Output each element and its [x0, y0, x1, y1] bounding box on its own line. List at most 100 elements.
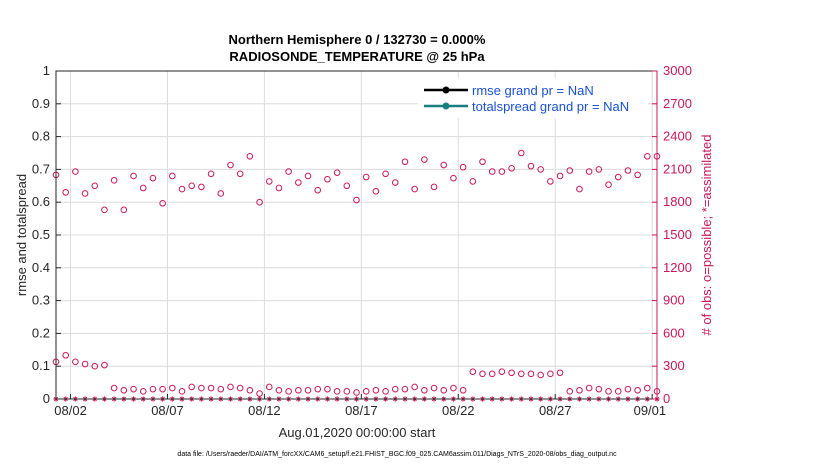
obs-possible-point	[585, 168, 593, 175]
obs-possible-point	[595, 385, 603, 393]
obs-possible-point	[372, 386, 380, 394]
obs-possible-point	[246, 152, 254, 160]
obs-possible-point	[314, 186, 322, 194]
obs-possible-point	[547, 178, 554, 185]
x-tick-label: 08/27	[539, 403, 572, 418]
legend-totalspread-label: totalspread grand pr = NaN	[472, 99, 629, 114]
obs-possible-point	[81, 360, 89, 368]
obs-possible-point	[401, 158, 409, 166]
obs-possible-point	[421, 386, 428, 394]
obs-possible-point	[314, 385, 322, 393]
x-axis-label: Aug.01,2020 00:00:00 start	[279, 425, 436, 440]
x-axis-ticks: 08/02 08/07 08/12 08/17 08/22 08/27 09/01	[54, 394, 666, 418]
legend-box	[418, 78, 648, 118]
y-left-tick-label: 1	[43, 63, 50, 78]
y-axis-right-ticks: 0 300 600 900 1200 1500 1800 2100 2400 2700 3000	[652, 63, 692, 406]
obs-possible-point	[614, 388, 622, 395]
obs-possible-point	[72, 168, 79, 175]
y-left-tick-label: 0.3	[32, 293, 50, 308]
obs-possible-point	[634, 171, 641, 179]
obs-possible-point	[517, 370, 525, 378]
chart-title: Northern Hemisphere 0 / 132730 = 0.000%	[229, 32, 486, 47]
obs-possible-point	[372, 187, 380, 195]
obs-possible-point	[275, 184, 283, 192]
obs-possible-point	[62, 189, 69, 196]
y-right-tick-label: 3000	[663, 63, 692, 78]
obs-possible-point	[498, 368, 506, 375]
obs-possible-point	[382, 388, 389, 395]
obs-possible-point	[362, 173, 370, 181]
obs-possible-point	[421, 156, 428, 163]
obs-possible-point	[324, 175, 331, 183]
obs-possible-point	[324, 385, 331, 393]
obs-possible-point	[644, 152, 651, 160]
obs-possible-point	[149, 174, 157, 182]
obs-possible-point	[353, 389, 360, 396]
grid-lines	[56, 71, 657, 399]
obs-possible-point	[246, 386, 254, 394]
y-axis-right-label: # of obs: o=possible; *=assimilated	[699, 135, 714, 336]
y-right-tick-label: 0	[663, 391, 670, 406]
obs-possible-point	[576, 386, 583, 394]
obs-possible-point	[527, 370, 535, 378]
y-right-tick-label: 900	[663, 293, 685, 308]
data-markers	[52, 149, 661, 402]
obs-possible-point	[362, 388, 370, 395]
obs-possible-point	[498, 168, 506, 175]
obs-possible-point	[101, 206, 108, 214]
obs-possible-point	[159, 385, 166, 393]
obs-possible-point	[130, 385, 137, 393]
chart-subtitle: RADIOSONDE_TEMPERATURE @ 25 hPa	[229, 49, 485, 64]
obs-possible-point	[634, 386, 641, 394]
obs-possible-point	[566, 167, 574, 174]
obs-possible-point	[227, 161, 234, 169]
obs-possible-point	[217, 190, 225, 197]
obs-possible-point	[469, 368, 477, 375]
x-tick-label: 09/01	[634, 403, 667, 418]
obs-possible-point	[304, 386, 312, 394]
obs-possible-point	[382, 170, 389, 178]
obs-possible-point	[459, 163, 467, 171]
y-right-tick-label: 1800	[663, 194, 692, 209]
obs-possible-point	[401, 385, 409, 393]
obs-possible-point	[614, 173, 622, 181]
obs-possible-point	[411, 185, 418, 193]
obs-possible-point	[178, 185, 186, 193]
obs-possible-point	[207, 384, 215, 392]
y-left-tick-label: 0.9	[32, 96, 50, 111]
obs-possible-point	[110, 384, 118, 392]
y-right-tick-label: 2400	[663, 129, 692, 144]
y-left-tick-label: 0	[43, 391, 50, 406]
legend-totalspread-marker	[442, 102, 450, 110]
obs-possible-point	[295, 179, 302, 186]
obs-possible-point	[101, 361, 108, 369]
obs-possible-point	[139, 184, 147, 192]
obs-possible-point	[120, 386, 128, 394]
obs-possible-point	[295, 386, 302, 394]
y-left-tick-label: 0.8	[32, 129, 50, 144]
obs-possible-point	[527, 162, 535, 170]
obs-possible-point	[488, 168, 496, 175]
obs-possible-point	[256, 390, 263, 397]
obs-possible-point	[265, 383, 273, 391]
obs-possible-point	[556, 369, 564, 377]
x-tick-label: 08/17	[345, 403, 378, 418]
obs-possible-point	[207, 170, 215, 178]
obs-possible-point	[285, 168, 292, 175]
obs-possible-point	[576, 185, 583, 193]
obs-possible-point	[120, 206, 128, 214]
obs-possible-point	[537, 371, 544, 379]
obs-possible-point	[62, 351, 69, 359]
obs-possible-point	[333, 388, 341, 395]
obs-possible-point	[566, 388, 574, 395]
obs-possible-point	[479, 370, 486, 378]
obs-possible-point	[149, 385, 157, 393]
obs-possible-point	[188, 383, 196, 391]
obs-possible-point	[333, 169, 341, 176]
obs-possible-point	[391, 179, 399, 186]
obs-possible-point	[624, 385, 632, 393]
obs-possible-point	[139, 388, 147, 395]
x-tick-label: 08/22	[442, 403, 475, 418]
obs-possible-point	[430, 384, 438, 392]
obs-possible-point	[188, 182, 196, 190]
